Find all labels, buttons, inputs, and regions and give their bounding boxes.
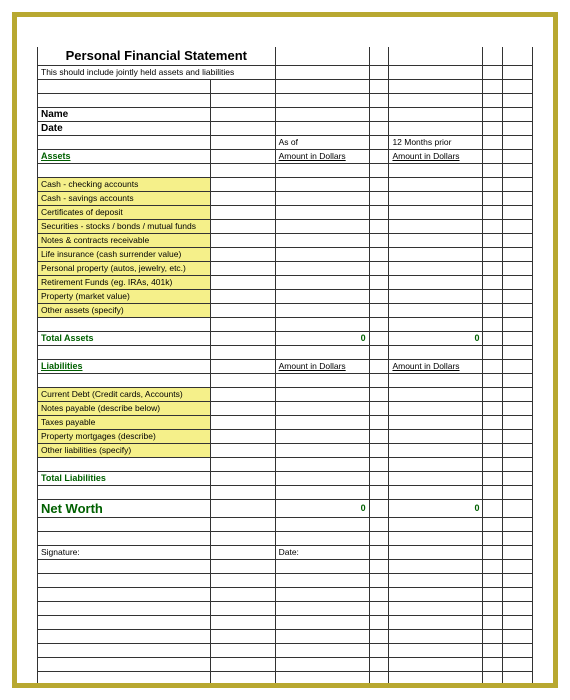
asset-label: Other assets (specify) — [38, 303, 211, 317]
subtitle-row: This should include jointly held assets … — [38, 65, 533, 79]
asset-label: Cash - savings accounts — [38, 191, 211, 205]
period-row: As of 12 Months prior — [38, 135, 533, 149]
amount-col-b: Amount in Dollars — [389, 149, 483, 163]
asset-row: Securities - stocks / bonds / mutual fun… — [38, 219, 533, 233]
networth-row: Net Worth 0 0 — [38, 499, 533, 517]
date-row: Date — [38, 121, 533, 135]
liability-row: Current Debt (Credit cards, Accounts) — [38, 387, 533, 401]
total-assets-a: 0 — [275, 331, 369, 345]
name-label: Name — [38, 107, 211, 121]
asset-row: Retirement Funds (eg. IRAs, 401k) — [38, 275, 533, 289]
liabilities-label: Liabilities — [38, 359, 211, 373]
asset-row: Other assets (specify) — [38, 303, 533, 317]
name-input[interactable] — [211, 107, 275, 121]
liability-row: Notes payable (describe below) — [38, 401, 533, 415]
networth-b: 0 — [389, 499, 483, 517]
networth-a: 0 — [275, 499, 369, 517]
asset-label: Property (market value) — [38, 289, 211, 303]
sig-date-label: Date: — [275, 545, 369, 559]
total-assets-row: Total Assets 0 0 — [38, 331, 533, 345]
liability-label: Property mortgages (describe) — [38, 429, 211, 443]
liability-label: Taxes payable — [38, 415, 211, 429]
networth-label: Net Worth — [38, 499, 211, 517]
asset-row: Cash - checking accounts — [38, 177, 533, 191]
total-liabilities-row: Total Liabilities — [38, 471, 533, 485]
asset-label: Notes & contracts receivable — [38, 233, 211, 247]
liability-row: Property mortgages (describe) — [38, 429, 533, 443]
asset-row: Cash - savings accounts — [38, 191, 533, 205]
asset-label: Personal property (autos, jewelry, etc.) — [38, 261, 211, 275]
prior-label: 12 Months prior — [389, 135, 483, 149]
total-liabilities-label: Total Liabilities — [38, 471, 211, 485]
total-liab-a — [275, 471, 369, 485]
asset-label: Cash - checking accounts — [38, 177, 211, 191]
total-assets-label: Total Assets — [38, 331, 211, 345]
document-frame: Personal Financial Statement This should… — [12, 12, 558, 688]
asof-label: As of — [275, 135, 369, 149]
assets-label: Assets — [38, 149, 211, 163]
signature-label: Signature: — [38, 545, 211, 559]
date-input[interactable] — [211, 121, 275, 135]
amount-col-a2: Amount in Dollars — [275, 359, 369, 373]
liability-label: Other liabilities (specify) — [38, 443, 211, 457]
asset-row: Personal property (autos, jewelry, etc.) — [38, 261, 533, 275]
asset-label: Certificates of deposit — [38, 205, 211, 219]
title-row: Personal Financial Statement — [38, 47, 533, 65]
name-row: Name — [38, 107, 533, 121]
signature-input[interactable] — [211, 545, 275, 559]
sig-date-input[interactable] — [389, 545, 483, 559]
liability-row: Other liabilities (specify) — [38, 443, 533, 457]
subtitle: This should include jointly held assets … — [38, 65, 276, 79]
page-title: Personal Financial Statement — [38, 47, 276, 65]
total-assets-b: 0 — [389, 331, 483, 345]
asset-row: Notes & contracts receivable — [38, 233, 533, 247]
asset-label: Retirement Funds (eg. IRAs, 401k) — [38, 275, 211, 289]
spreadsheet-table: Personal Financial Statement This should… — [37, 47, 533, 688]
assets-header-row: Assets Amount in Dollars Amount in Dolla… — [38, 149, 533, 163]
liabilities-header-row: Liabilities Amount in Dollars Amount in … — [38, 359, 533, 373]
asset-row: Life insurance (cash surrender value) — [38, 247, 533, 261]
amount-col-b2: Amount in Dollars — [389, 359, 483, 373]
liability-label: Notes payable (describe below) — [38, 401, 211, 415]
asset-row: Property (market value) — [38, 289, 533, 303]
amount-col-a: Amount in Dollars — [275, 149, 369, 163]
liability-label: Current Debt (Credit cards, Accounts) — [38, 387, 211, 401]
asset-label: Securities - stocks / bonds / mutual fun… — [38, 219, 211, 233]
signature-row: Signature: Date: — [38, 545, 533, 559]
asset-label: Life insurance (cash surrender value) — [38, 247, 211, 261]
total-liab-b — [389, 471, 483, 485]
asset-row: Certificates of deposit — [38, 205, 533, 219]
liability-row: Taxes payable — [38, 415, 533, 429]
date-label: Date — [38, 121, 211, 135]
